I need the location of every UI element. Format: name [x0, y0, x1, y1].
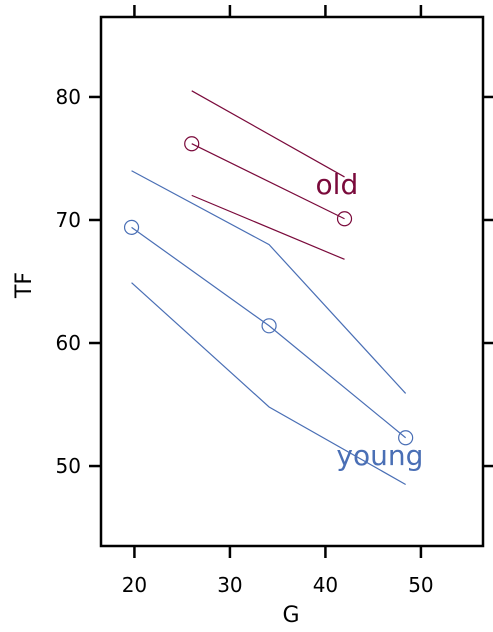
y-tick-label: 80 [56, 85, 81, 109]
y-tick-label: 70 [56, 208, 81, 232]
series-old-center-line [191, 143, 345, 220]
axis-ticks: 20 30 40 50 50 60 70 80 [56, 5, 493, 597]
x-tick-label: 50 [408, 573, 433, 597]
plot-frame [99, 15, 485, 548]
y-axis-title: TF [12, 272, 37, 299]
x-axis-title: G [282, 603, 299, 628]
x-tick-label: 40 [313, 573, 338, 597]
series-old-point [336, 211, 353, 227]
series-young-lower-line [131, 282, 406, 486]
series-young-center-line [131, 226, 407, 439]
series-young-point [398, 430, 414, 446]
series-old-lower-line [191, 194, 345, 260]
group-labels: old young [316, 168, 424, 472]
group-label-old: old [316, 168, 359, 201]
y-tick-label: 50 [56, 454, 81, 478]
x-tick-label: 20 [122, 573, 147, 597]
group-label-young: young [336, 439, 423, 472]
series-young-point [123, 219, 140, 235]
series-old-upper-line [191, 90, 345, 178]
series-young-upper-line [131, 170, 407, 394]
series-old-point [184, 136, 200, 152]
y-tick-label: 60 [56, 331, 81, 355]
series-lines [131, 90, 407, 486]
axes-frame [99, 15, 485, 548]
series-young-point [261, 318, 277, 334]
series-points [123, 136, 414, 446]
x-tick-label: 30 [217, 573, 242, 597]
